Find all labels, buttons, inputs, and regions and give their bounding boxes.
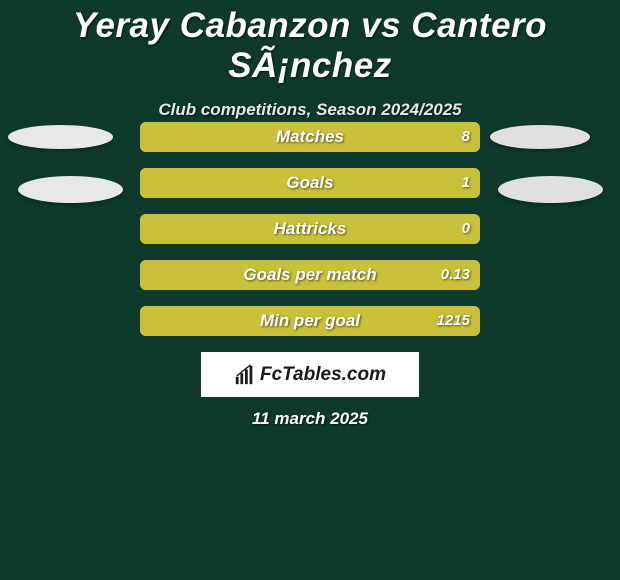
right-ellipse	[498, 176, 603, 203]
page-title: Yeray Cabanzon vs Cantero SÃ¡nchez	[0, 0, 620, 86]
stat-label: Hattricks	[140, 214, 480, 244]
subtitle: Club competitions, Season 2024/2025	[0, 100, 620, 120]
bar-chart-icon	[234, 364, 256, 386]
stat-rows: Matches8Goals1Hattricks0Goals per match0…	[0, 122, 620, 352]
stat-label: Goals	[140, 168, 480, 198]
stat-label: Min per goal	[140, 306, 480, 336]
infographic-root: Yeray Cabanzon vs Cantero SÃ¡nchez Club …	[0, 0, 620, 580]
stat-value: 0	[462, 214, 470, 244]
stat-value: 1	[462, 168, 470, 198]
right-ellipse	[490, 125, 590, 149]
left-ellipse	[18, 176, 123, 203]
stat-value: 0.13	[441, 260, 470, 290]
stat-label: Goals per match	[140, 260, 480, 290]
stat-value: 1215	[437, 306, 470, 336]
left-ellipse	[8, 125, 113, 149]
stat-row: Goals per match0.13	[0, 260, 620, 290]
brand-text: FcTables.com	[260, 364, 386, 386]
brand-box: FcTables.com	[201, 352, 419, 397]
stat-value: 8	[462, 122, 470, 152]
footer-date: 11 march 2025	[0, 409, 620, 429]
stat-row: Min per goal1215	[0, 306, 620, 336]
stat-label: Matches	[140, 122, 480, 152]
stat-row: Hattricks0	[0, 214, 620, 244]
